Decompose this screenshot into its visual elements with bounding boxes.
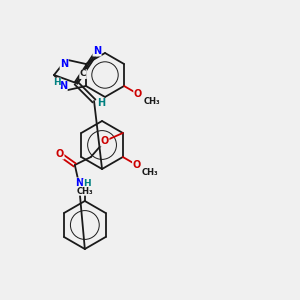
Text: O: O — [134, 89, 142, 99]
Text: N: N — [59, 81, 67, 92]
Text: N: N — [93, 46, 101, 56]
Text: CH₃: CH₃ — [141, 168, 158, 177]
Text: C: C — [80, 70, 86, 79]
Text: H: H — [97, 98, 105, 108]
Text: O: O — [56, 149, 64, 159]
Text: N: N — [60, 58, 68, 69]
Text: O: O — [101, 136, 109, 146]
Text: CH₃: CH₃ — [76, 187, 93, 196]
Text: H: H — [53, 78, 61, 87]
Text: O: O — [133, 160, 141, 170]
Text: N: N — [75, 178, 83, 188]
Text: H: H — [83, 179, 91, 188]
Text: CH₃: CH₃ — [143, 98, 160, 106]
